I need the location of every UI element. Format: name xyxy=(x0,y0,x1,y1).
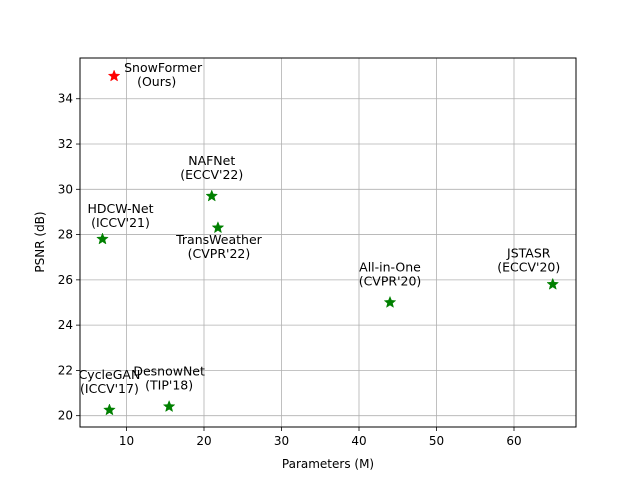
star-marker xyxy=(107,69,121,82)
star-marker xyxy=(211,221,225,234)
y-tick-label: 22 xyxy=(58,363,73,377)
x-tick-label: 60 xyxy=(506,434,521,448)
y-tick-label: 34 xyxy=(58,92,73,106)
point-label-line: TransWeather xyxy=(175,232,263,247)
y-tick-label: 20 xyxy=(58,409,73,423)
point-label-line: (CVPR'20) xyxy=(359,273,422,288)
y-tick-label: 30 xyxy=(58,182,73,196)
point-label: All-in-One (CVPR'20) xyxy=(359,259,422,288)
point-label: SnowFormer (Ours) xyxy=(124,60,203,89)
axis-ticks: 10 20 30 40 50 60 20 22 24 26 28 30 32 34 xyxy=(58,92,522,448)
point-label-line: (ICCV'21) xyxy=(91,215,150,230)
y-axis-label: PSNR (dB) xyxy=(33,211,47,272)
star-marker xyxy=(205,189,219,202)
point-label-line: (ECCV'20) xyxy=(497,259,560,274)
star-marker xyxy=(162,399,176,413)
point-label-line: HDCW-Net xyxy=(87,201,153,216)
x-tick-label: 10 xyxy=(119,434,134,448)
data-points xyxy=(96,69,560,416)
point-label-line: (TIP'18) xyxy=(145,378,193,393)
x-tick-label: 20 xyxy=(196,434,211,448)
point-label: TransWeather (CVPR'22) xyxy=(175,232,263,261)
y-tick-label: 26 xyxy=(58,273,73,287)
point-label-line: SnowFormer xyxy=(124,60,203,75)
x-tick-label: 40 xyxy=(351,434,366,448)
x-axis-label: Parameters (M) xyxy=(282,457,374,471)
point-label-line: (CVPR'22) xyxy=(188,246,251,261)
point-label-line: (Ours) xyxy=(137,74,176,89)
point-label-line: (ECCV'22) xyxy=(180,167,243,182)
star-marker xyxy=(546,277,560,290)
y-tick-label: 24 xyxy=(58,318,73,332)
plot-frame xyxy=(79,57,577,428)
y-tick-label: 28 xyxy=(58,228,73,242)
point-label: JSTASR (ECCV'20) xyxy=(497,245,560,274)
point-label: CycleGAN (ICCV'17) xyxy=(79,367,141,396)
point-label: DesnowNet (TIP'18) xyxy=(133,364,205,393)
point-label-line: DesnowNet xyxy=(133,364,205,379)
x-tick-label: 50 xyxy=(429,434,444,448)
star-marker xyxy=(96,232,109,245)
star-marker xyxy=(103,403,116,416)
point-label-line: NAFNet xyxy=(188,153,235,168)
star-marker xyxy=(383,295,397,308)
point-label-line: (ICCV'17) xyxy=(80,381,139,396)
point-label-line: CycleGAN xyxy=(79,367,141,382)
x-tick-label: 30 xyxy=(274,434,289,448)
grid-lines xyxy=(80,58,576,427)
point-label: NAFNet (ECCV'22) xyxy=(180,153,243,182)
y-tick-label: 32 xyxy=(58,137,73,151)
point-label-line: All-in-One xyxy=(359,259,421,274)
point-labels: SnowFormer (Ours)NAFNet (ECCV'22)HDCW-Net(… xyxy=(79,60,561,396)
point-label: HDCW-Net (ICCV'21) xyxy=(87,201,153,230)
point-label-line: JSTASR xyxy=(506,245,551,260)
